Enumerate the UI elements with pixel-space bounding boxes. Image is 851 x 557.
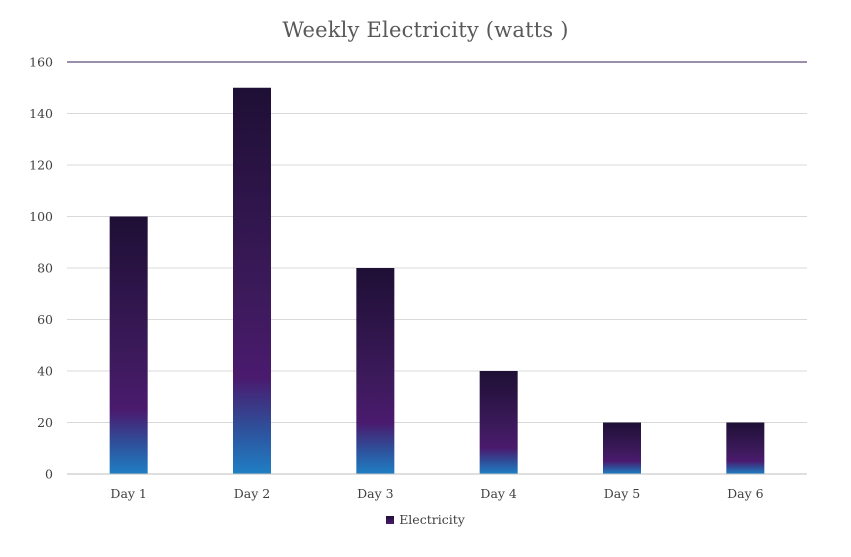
legend-swatch [386,515,395,524]
gridlines [67,113,807,423]
y-tick-label: 0 [45,467,53,482]
y-tick-label: 120 [29,158,53,173]
y-tick-label: 100 [29,209,53,224]
y-tick-label: 160 [29,55,53,70]
bar [356,268,395,474]
bar [233,87,271,474]
bar [726,422,765,474]
x-tick-label: Day 4 [480,486,517,501]
x-axis-tick-labels: Day 1 Day 2 Day 3 Day 4 Day 5 Day 6 [110,486,763,501]
y-axis-tick-labels: 0 20 40 60 80 100 120 140 160 [29,55,53,482]
y-tick-label: 40 [37,364,53,379]
y-tick-label: 140 [29,106,53,121]
y-tick-label: 60 [37,312,53,327]
plot-frame [66,61,808,475]
bar [603,422,641,474]
x-tick-label: Day 5 [604,486,640,501]
bar [479,371,518,474]
bars [109,87,765,474]
y-tick-label: 80 [37,261,53,276]
x-tick-label: Day 6 [727,486,764,501]
x-tick-label: Day 2 [234,486,270,501]
x-tick-label: Day 1 [110,486,146,501]
chart-title: Weekly Electricity (watts ) [282,18,569,42]
bar [109,216,148,474]
x-tick-label: Day 3 [357,486,394,501]
y-tick-label: 20 [37,415,53,430]
legend-label: Electricity [399,512,465,527]
legend: Electricity [0,512,851,527]
